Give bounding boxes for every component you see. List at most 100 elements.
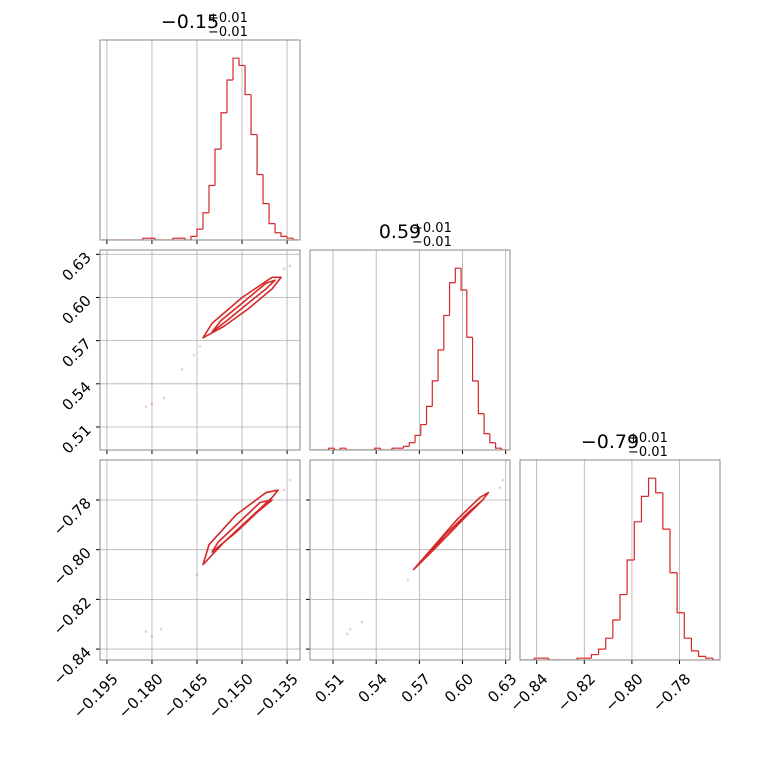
title-value: −0.15	[161, 11, 219, 33]
hist-step	[489, 433, 496, 444]
y-tick-label: −0.84	[50, 643, 95, 688]
x-tick-label: 0.57	[398, 670, 434, 706]
x-tick-label: 0.60	[441, 670, 477, 706]
hist-step	[328, 447, 335, 450]
hist-step	[425, 405, 433, 425]
scatter	[346, 478, 505, 636]
hist-step	[292, 238, 300, 240]
hist-step	[402, 445, 410, 449]
sample-point	[150, 402, 154, 406]
sample-point	[498, 486, 502, 489]
x-tick-label: −0.180	[115, 670, 167, 722]
hist-step	[443, 314, 450, 350]
hist-step	[483, 413, 490, 435]
x-tick-label: −0.150	[205, 670, 257, 722]
hist-step	[460, 268, 467, 291]
title-upper: +0.01	[208, 11, 248, 26]
sample-point	[406, 578, 410, 581]
title-upper: +0.01	[412, 221, 452, 236]
hist-step	[190, 235, 197, 240]
hist-step	[154, 238, 161, 240]
hist-step	[712, 658, 720, 660]
sample-point	[150, 635, 154, 638]
hist-step	[268, 203, 276, 225]
hist-step	[333, 448, 341, 450]
panel-title: −0.15	[161, 11, 219, 33]
hist-step	[690, 638, 699, 652]
hist-step	[640, 495, 649, 522]
title-upper: +0.01	[628, 431, 668, 446]
sample-point	[144, 405, 148, 409]
hist-step	[705, 656, 713, 659]
hist-step	[184, 238, 191, 240]
panel-frame	[309, 459, 511, 661]
hist-step	[232, 57, 240, 80]
x-tick-label: −0.80	[601, 670, 646, 715]
hist-step	[408, 442, 416, 447]
contour	[211, 499, 273, 553]
panel: 0.51 0.54 0.57 0.60 0.63	[58, 248, 301, 457]
hist-step	[683, 612, 692, 639]
panel-frame	[309, 249, 511, 451]
hist-step	[471, 337, 479, 382]
scatter	[144, 264, 292, 409]
histogram	[520, 477, 720, 660]
y-tick-label: −0.80	[50, 544, 95, 589]
sample-point	[144, 630, 148, 633]
hist-step	[477, 380, 485, 415]
panel: 0.59+0.01−0.01	[309, 221, 511, 454]
hist-step	[437, 349, 444, 381]
hist-step	[208, 184, 216, 213]
hist-step	[655, 478, 663, 494]
hist-step	[626, 559, 635, 595]
hist-step	[612, 619, 620, 639]
sample-point	[288, 478, 292, 482]
panel-frame	[519, 459, 721, 661]
hist-step	[454, 267, 462, 283]
y-tick-label: 0.63	[58, 248, 94, 284]
title-lower: −0.01	[208, 25, 248, 40]
hist-step	[172, 237, 179, 240]
panel-title: −0.79	[581, 431, 639, 453]
hist-step	[391, 447, 398, 450]
scatter	[144, 478, 292, 638]
sample-point	[198, 345, 202, 348]
x-tick-label: 0.54	[355, 670, 391, 706]
title-value: 0.59	[379, 221, 421, 243]
hist-step	[500, 448, 508, 450]
hist-step	[697, 650, 706, 657]
sample-point	[282, 267, 286, 271]
hist-step	[547, 658, 556, 660]
hist-step	[669, 529, 678, 574]
panel: −0.84 −0.82 −0.80 −0.78−0.79+0.01−0.01	[506, 431, 721, 715]
panel: −0.195−0.180−0.165−0.150−0.135 −0.84 −0.82…	[50, 459, 302, 722]
hist-step	[676, 572, 685, 614]
x-tick-label: −0.135	[250, 670, 302, 722]
hist-step	[466, 290, 473, 338]
y-tick-label: −0.78	[50, 494, 95, 539]
hist-step	[633, 521, 642, 560]
title-value: −0.79	[581, 431, 639, 453]
contour	[425, 501, 481, 556]
sample-point	[159, 627, 163, 631]
hist-step	[414, 434, 421, 443]
hist-step	[280, 232, 288, 237]
hist-step	[214, 148, 222, 186]
sample-point	[180, 368, 184, 371]
hist-step	[202, 212, 210, 230]
y-tick-label: 0.60	[58, 292, 94, 328]
panel-frame	[99, 459, 301, 661]
contour	[211, 279, 276, 333]
hist-step	[286, 236, 294, 239]
x-tick-label: −0.82	[554, 670, 599, 715]
sample-point	[348, 627, 352, 631]
hist-step	[244, 65, 252, 96]
sample-point	[501, 478, 505, 482]
hist-step	[226, 79, 234, 113]
hist-step	[662, 492, 670, 530]
y-tick-label: −0.82	[50, 593, 95, 638]
sample-point	[346, 632, 349, 636]
sample-point	[360, 620, 364, 624]
hist-step	[220, 112, 228, 150]
